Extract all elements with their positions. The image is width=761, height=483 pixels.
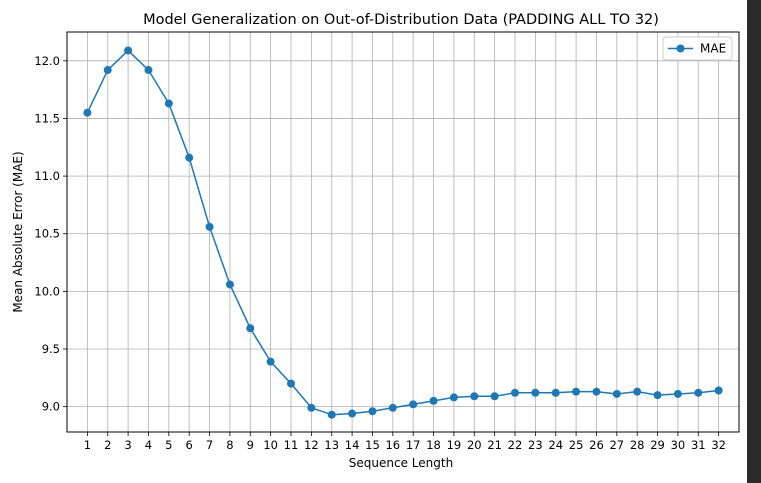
x-tick-label: 16: [385, 438, 400, 452]
x-tick-label: 14: [345, 438, 360, 452]
y-tick-label: 12.0: [34, 54, 60, 68]
data-point: [429, 396, 438, 405]
data-point: [714, 386, 723, 395]
data-point: [470, 392, 479, 401]
series-line: [86, 49, 719, 416]
x-tick-label: 13: [324, 438, 339, 452]
x-tick-label: 25: [569, 438, 584, 452]
data-point: [388, 403, 397, 412]
legend-label: MAE: [700, 42, 726, 56]
data-point: [307, 403, 316, 412]
x-tick-label: 24: [548, 438, 563, 452]
x-tick-label: 11: [284, 438, 299, 452]
grid-lines: [67, 32, 739, 432]
data-point: [694, 388, 703, 397]
data-point: [164, 99, 173, 108]
x-tick-label: 12: [304, 438, 319, 452]
x-tick-label: 30: [671, 438, 686, 452]
data-point: [287, 379, 295, 388]
x-tick-label: 21: [487, 438, 502, 452]
y-axis-label: Mean Absolute Error (MAE): [11, 151, 25, 312]
y-tick-label: 11.0: [34, 169, 60, 183]
data-point: [266, 357, 275, 366]
series-mae: [83, 46, 723, 419]
y-tick-label: 10.5: [34, 227, 60, 241]
x-tick-label: 26: [589, 438, 604, 452]
x-tick-label: 5: [165, 438, 172, 452]
data-point: [653, 391, 662, 400]
data-point: [83, 108, 92, 117]
chart-title: Model Generalization on Out-of-Distribut…: [143, 12, 659, 28]
x-axis-label: Sequence Length: [349, 456, 453, 470]
data-point: [185, 153, 194, 162]
y-tick-label: 9.0: [42, 400, 60, 414]
data-point: [103, 66, 112, 75]
x-tick-label: 4: [145, 438, 152, 452]
y-tick-label: 11.5: [34, 111, 60, 125]
legend-marker: [676, 44, 685, 53]
axis-ticks: 1 2 3 4 5 6 7 8 9 10 11 12 13 14 15 16 17 18 19 20 21 22 23 24 2…: [34, 54, 726, 452]
legend-box: [662, 36, 733, 61]
data-point: [327, 410, 336, 419]
data-point: [633, 387, 642, 396]
plot-area-frame: [66, 31, 740, 433]
data-point: [592, 387, 601, 396]
x-tick-label: 28: [630, 438, 645, 452]
x-tick-label: 6: [186, 438, 193, 452]
data-point: [572, 387, 581, 396]
y-tick-label: 9.5: [42, 342, 60, 356]
x-tick-label: 2: [104, 438, 111, 452]
x-tick-label: 10: [263, 438, 278, 452]
x-tick-label: 1: [84, 438, 91, 452]
x-tick-label: 15: [365, 438, 380, 452]
x-tick-label: 7: [206, 438, 213, 452]
x-tick-label: 17: [406, 438, 421, 452]
x-tick-label: 22: [508, 438, 523, 452]
data-point: [124, 46, 133, 55]
x-tick-label: 31: [691, 438, 706, 452]
data-point: [449, 393, 458, 402]
x-tick-label: 9: [247, 438, 254, 452]
data-point: [348, 409, 357, 418]
data-point: [673, 389, 682, 398]
y-tick-label: 10.0: [34, 284, 60, 298]
data-point: [531, 388, 540, 397]
x-tick-label: 32: [711, 438, 726, 452]
x-tick-label: 29: [650, 438, 665, 452]
x-tick-label: 3: [124, 438, 131, 452]
x-tick-label: 8: [226, 438, 233, 452]
data-point: [551, 388, 560, 397]
x-tick-label: 19: [447, 438, 462, 452]
data-point: [511, 388, 519, 397]
data-point: [409, 400, 418, 409]
data-point: [144, 66, 153, 75]
x-tick-label: 23: [528, 438, 543, 452]
data-point: [246, 324, 255, 333]
data-point: [490, 392, 499, 401]
legend: MAE: [662, 36, 733, 61]
data-point: [205, 222, 214, 231]
data-point: [225, 280, 234, 289]
data-point: [368, 407, 377, 416]
x-tick-label: 18: [426, 438, 441, 452]
x-tick-label: 27: [609, 438, 624, 452]
x-tick-label: 20: [467, 438, 482, 452]
data-point: [612, 389, 621, 398]
